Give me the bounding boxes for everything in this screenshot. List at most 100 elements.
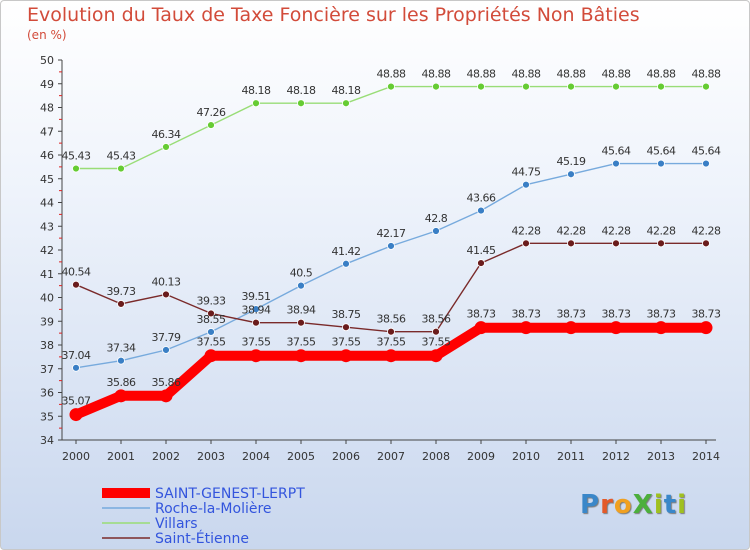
data-label: 37.04 xyxy=(62,349,91,362)
data-label: 37.55 xyxy=(197,336,226,349)
data-point xyxy=(702,82,710,91)
data-point xyxy=(339,349,353,363)
x-tick-label: 2000 xyxy=(62,450,90,463)
data-label: 48.88 xyxy=(692,68,721,81)
data-point xyxy=(162,143,170,151)
data-point xyxy=(522,239,530,248)
y-tick-label: 47 xyxy=(40,125,54,138)
y-tick-label: 39 xyxy=(40,315,54,328)
data-point xyxy=(519,321,533,335)
data-label: 39.51 xyxy=(242,290,271,303)
series-data-labels: 35.07 35.86 35.86 37.55 37.55 37.55 37.55 37.55… xyxy=(62,68,722,408)
data-label: 37.34 xyxy=(107,342,136,355)
data-point xyxy=(342,323,350,332)
legend-label: SAINT-GENEST-LERPT xyxy=(155,486,305,502)
data-point xyxy=(522,180,530,189)
data-point xyxy=(477,206,485,215)
data-label: 42.28 xyxy=(557,224,586,237)
legend-label: Villars xyxy=(155,516,198,532)
data-label: 42.17 xyxy=(377,227,406,240)
data-point xyxy=(252,318,260,327)
data-point xyxy=(294,349,308,363)
data-point xyxy=(702,159,710,168)
data-label: 48.18 xyxy=(287,84,316,97)
y-tick-label: 48 xyxy=(40,102,54,115)
data-label: 38.56 xyxy=(422,313,451,326)
data-point xyxy=(477,259,485,267)
data-point xyxy=(207,309,215,318)
data-label: 42.8 xyxy=(425,212,448,225)
data-label: 37.55 xyxy=(287,336,316,349)
data-label: 48.88 xyxy=(377,68,406,81)
data-point xyxy=(654,321,668,335)
data-point xyxy=(387,242,395,250)
data-point xyxy=(207,328,215,336)
data-point xyxy=(387,327,395,336)
data-point xyxy=(432,227,440,235)
x-tick-label: 2012 xyxy=(602,450,630,463)
data-label: 45.19 xyxy=(557,155,586,168)
data-point xyxy=(162,290,170,299)
legend-label: Saint-Étienne xyxy=(155,530,249,547)
data-point xyxy=(297,281,305,290)
x-tick-label: 2005 xyxy=(287,450,315,463)
data-point xyxy=(159,389,173,403)
y-tick-label: 44 xyxy=(40,197,54,210)
y-tick-label: 41 xyxy=(40,268,54,281)
y-tick-label: 49 xyxy=(40,78,54,91)
data-label: 48.88 xyxy=(602,68,631,81)
data-point xyxy=(387,82,395,91)
data-label: 37.55 xyxy=(422,336,451,349)
data-label: 39.73 xyxy=(107,285,136,298)
data-point xyxy=(522,82,530,91)
data-label: 37.55 xyxy=(377,336,406,349)
data-label: 48.88 xyxy=(467,68,496,81)
y-tick-label: 46 xyxy=(40,149,54,162)
x-tick-label: 2004 xyxy=(242,450,270,463)
data-label: 38.73 xyxy=(557,308,586,321)
data-label: 46.34 xyxy=(152,128,181,141)
data-label: 48.88 xyxy=(422,68,451,81)
chart-title: Evolution du Taux de Taxe Foncière sur l… xyxy=(27,4,640,26)
y-tick-label: 37 xyxy=(40,363,54,376)
data-point xyxy=(249,349,263,363)
data-label: 42.28 xyxy=(512,224,541,237)
data-label: 38.73 xyxy=(602,308,631,321)
data-label: 41.42 xyxy=(332,245,361,258)
data-point xyxy=(657,159,665,168)
data-point xyxy=(474,321,488,335)
data-point xyxy=(117,356,125,365)
data-label: 35.86 xyxy=(152,376,181,389)
data-label: 37.55 xyxy=(242,336,271,349)
chart-unit-label: (en %) xyxy=(27,28,67,42)
y-tick-label: 35 xyxy=(40,410,54,423)
y-tick-label: 34 xyxy=(40,434,54,447)
data-point xyxy=(114,389,128,403)
data-label: 40.13 xyxy=(152,275,181,288)
x-tick-label: 2008 xyxy=(422,450,450,463)
data-point xyxy=(612,159,620,168)
data-point xyxy=(342,99,350,108)
y-tick-label: 43 xyxy=(40,220,54,233)
data-point xyxy=(72,363,80,372)
data-point xyxy=(657,239,665,248)
x-tick-label: 2003 xyxy=(197,450,225,463)
x-tick-label: 2011 xyxy=(557,450,585,463)
x-tick-label: 2007 xyxy=(377,450,405,463)
data-label: 38.55 xyxy=(197,313,226,326)
data-label: 38.73 xyxy=(647,308,676,321)
x-tick-label: 2010 xyxy=(512,450,540,463)
data-label: 41.45 xyxy=(467,244,496,257)
data-point xyxy=(477,82,485,91)
data-label: 45.64 xyxy=(647,145,676,158)
data-point xyxy=(567,239,575,248)
data-point xyxy=(384,349,398,363)
chart-axes: 34 35 36 37 38 39 40 41 42 43 44 45 46 47 48 49 50 2000 20… xyxy=(40,54,720,463)
data-point xyxy=(252,305,260,314)
data-point xyxy=(612,82,620,91)
x-tick-label: 2013 xyxy=(647,450,675,463)
data-label: 35.07 xyxy=(62,395,91,408)
data-label: 47.26 xyxy=(197,106,226,119)
data-point xyxy=(567,82,575,91)
